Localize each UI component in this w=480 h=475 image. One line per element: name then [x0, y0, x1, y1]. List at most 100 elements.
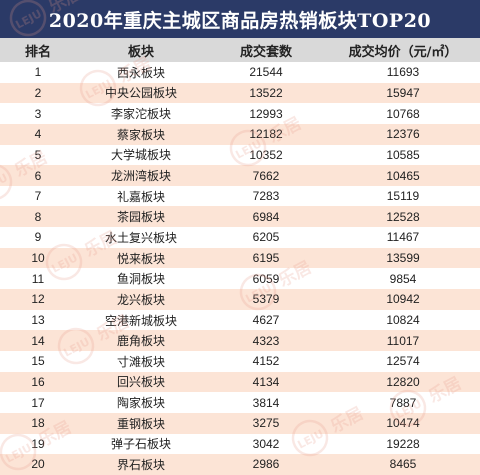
table-row: 3 李家沱板块 12993 10768: [0, 103, 480, 124]
sets-cell: 21544: [249, 65, 283, 80]
table-row: 7 礼嘉板块 7283 15119: [0, 185, 480, 207]
sector-cell: 界石板块: [116, 457, 165, 472]
price-cell: 7887: [389, 395, 417, 410]
sets-cell: 12182: [249, 127, 283, 142]
sets-cell: 12993: [249, 106, 283, 121]
rank-cell: 6: [34, 168, 42, 183]
title-bar: 2020年重庆主城区商品房热销板块TOP20: [0, 0, 480, 38]
sector-cell: 李家沱板块: [110, 107, 171, 122]
sets-cell: 4627: [252, 313, 280, 327]
sets-cell: 3042: [252, 436, 280, 451]
sector-cell: 茶园板块: [116, 210, 165, 225]
price-cell: 10465: [386, 168, 420, 183]
price-cell: 10824: [386, 313, 420, 327]
sets-cell: 7662: [252, 168, 280, 183]
table-row: 11 鱼洞板块 6059 9854: [0, 268, 480, 290]
sets-cell: 6984: [252, 209, 280, 224]
sector-cell: 蔡家板块: [116, 127, 165, 142]
sector-cell: 悦来板块: [116, 251, 165, 266]
table-row: 5 大学城板块 10352 10585: [0, 144, 480, 166]
price-cell: 8465: [389, 457, 417, 472]
table-header: 排名 板块 成交套数 成交均价（元/㎡）: [0, 38, 480, 62]
rank-cell: 5: [34, 147, 42, 162]
price-cell: 9854: [389, 271, 417, 286]
table-row: 16 回兴板块 4134 12820: [0, 371, 480, 393]
price-cell: 10474: [386, 416, 420, 431]
rank-cell: 16: [31, 374, 45, 389]
header-rank: 排名: [24, 44, 51, 60]
sets-cell: 6205: [252, 230, 280, 245]
sets-cell: 2986: [252, 457, 280, 472]
table-row: 10 悦来板块 6195 13599: [0, 247, 480, 269]
price-cell: 12376: [386, 127, 420, 142]
price-cell: 12528: [386, 209, 420, 224]
sector-cell: 西永板块: [116, 65, 165, 80]
sector-cell: 龙兴板块: [116, 292, 165, 307]
rank-cell: 1: [34, 65, 42, 80]
sets-cell: 10352: [249, 147, 283, 162]
header-price: 成交均价（元/㎡）: [348, 44, 458, 60]
rank-cell: 2: [34, 85, 42, 100]
sector-cell: 回兴板块: [116, 375, 165, 390]
sets-cell: 4323: [252, 333, 280, 348]
price-cell: 12574: [386, 354, 420, 369]
price-cell: 10942: [386, 292, 420, 307]
table-row: 9 水土复兴板块 6205 11467: [0, 227, 480, 248]
sets-cell: 6195: [252, 251, 280, 266]
table-row: 20 界石板块 2986 8465: [0, 454, 480, 475]
sector-cell: 礼嘉板块: [116, 189, 165, 204]
sets-cell: 4152: [252, 354, 280, 369]
table-row: 8 茶园板块 6984 12528: [0, 206, 480, 228]
rank-cell: 10: [31, 251, 45, 266]
rank-cell: 4: [34, 127, 42, 142]
sets-cell: 5379: [252, 292, 280, 307]
sector-cell: 鱼洞板块: [116, 272, 165, 287]
price-cell: 15947: [386, 85, 420, 100]
sector-cell: 水土复兴板块: [104, 230, 177, 245]
price-cell: 12820: [386, 374, 420, 389]
sector-cell: 寸滩板块: [116, 354, 165, 369]
rank-cell: 17: [31, 395, 45, 410]
sector-cell: 弹子石板块: [110, 437, 171, 452]
table-row: 17 陶家板块 3814 7887: [0, 392, 480, 413]
price-cell: 11693: [386, 65, 420, 80]
table-row: 12 龙兴板块 5379 10942: [0, 289, 480, 310]
price-cell: 19228: [386, 436, 420, 451]
rank-cell: 12: [31, 292, 45, 307]
table-row: 14 鹿角板块 4323 11017: [0, 330, 480, 351]
header-sets: 成交套数: [239, 44, 292, 60]
price-cell: 11467: [386, 230, 420, 245]
table-row: 6 龙洲湾板块 7662 10465: [0, 165, 480, 186]
table-row: 1 西永板块 21544 11693: [0, 62, 480, 83]
table-row: 18 重钢板块 3275 10474: [0, 412, 480, 434]
rank-cell: 14: [31, 333, 45, 348]
rank-cell: 15: [31, 354, 45, 369]
rank-cell: 3: [34, 106, 42, 121]
rank-cell: 20: [31, 457, 45, 472]
rank-cell: 11: [31, 271, 45, 286]
page-title: 2020年重庆主城区商品房热销板块TOP20: [48, 9, 432, 32]
sets-cell: 7283: [252, 189, 280, 204]
sector-cell: 大学城板块: [110, 148, 171, 163]
sets-cell: 3275: [252, 416, 280, 431]
sets-cell: 13522: [249, 85, 283, 100]
table-row: 15 寸滩板块 4152 12574: [0, 350, 480, 372]
sector-cell: 鹿角板块: [116, 334, 165, 349]
table-row: 19 弹子石板块 3042 19228: [0, 433, 480, 455]
price-cell: 11017: [386, 333, 420, 348]
rank-cell: 7: [34, 189, 42, 204]
sector-cell: 中央公园板块: [104, 86, 177, 101]
price-cell: 13599: [386, 251, 420, 266]
sets-cell: 3814: [252, 395, 280, 410]
sector-cell: 空港新城板块: [104, 313, 177, 328]
header-sector: 板块: [127, 44, 154, 60]
price-cell: 10768: [386, 106, 420, 121]
rank-cell: 8: [34, 209, 42, 224]
table-row: 2 中央公园板块 13522 15947: [0, 82, 480, 104]
table-row: 13 空港新城板块 4627 10824: [0, 309, 480, 331]
sector-cell: 陶家板块: [116, 396, 165, 411]
sets-cell: 4134: [252, 374, 280, 389]
table-body: 1 西永板块 21544 11693 2 中央公园板块 13522 15947 3 李家沱板块…: [0, 62, 480, 475]
sets-cell: 6059: [252, 271, 280, 286]
rank-cell: 13: [31, 313, 45, 327]
